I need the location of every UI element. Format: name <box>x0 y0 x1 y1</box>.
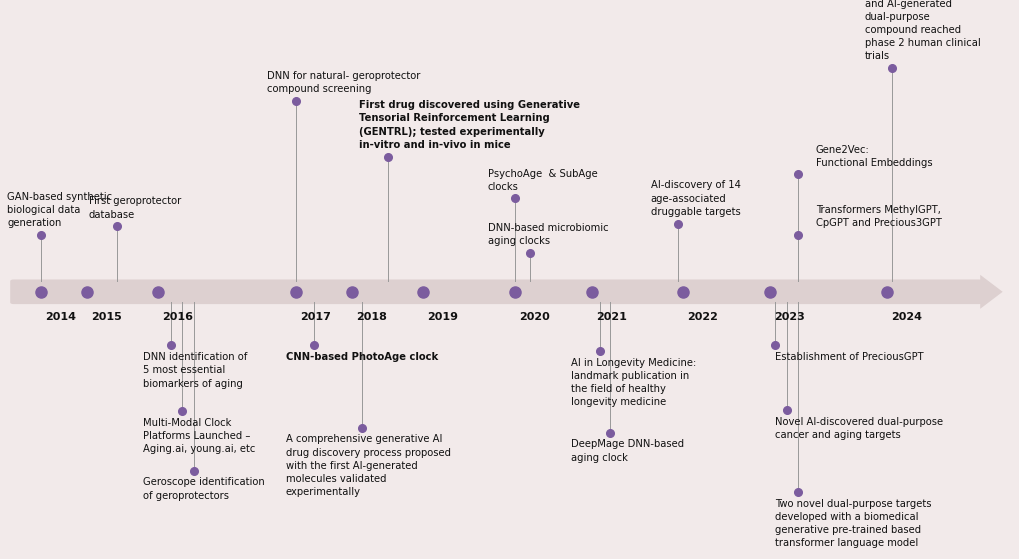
Text: DNN-based microbiomic
aging clocks: DNN-based microbiomic aging clocks <box>487 222 607 246</box>
Text: 2022: 2022 <box>687 312 717 323</box>
Text: 2017: 2017 <box>300 312 330 323</box>
Text: DNN for natural- geroprotector
compound screening: DNN for natural- geroprotector compound … <box>267 70 420 94</box>
Text: AI in Longevity Medicine:
landmark publication in
the field of healthy
longevity: AI in Longevity Medicine: landmark publi… <box>571 358 696 408</box>
Text: Gene2Vec:
Functional Embeddings: Gene2Vec: Functional Embeddings <box>815 144 931 168</box>
Text: Multi-Modal Clock
Platforms Launched –
Aging.ai, young.ai, etc: Multi-Modal Clock Platforms Launched – A… <box>143 418 255 454</box>
Text: TNIK targeting fully AI-
developed
and AI-generated
dual-purpose
compound reache: TNIK targeting fully AI- developed and A… <box>864 0 979 61</box>
Text: First geroprotector
database: First geroprotector database <box>89 196 180 220</box>
Text: 2020: 2020 <box>519 312 549 323</box>
Text: 2014: 2014 <box>45 312 75 323</box>
Text: AI-discovery of 14
age-associated
druggable targets: AI-discovery of 14 age-associated drugga… <box>650 181 740 217</box>
Text: First drug discovered using Generative
Tensorial Reinforcement Learning
(GENTRL): First drug discovered using Generative T… <box>359 100 580 150</box>
Text: Two novel dual-purpose targets
developed with a biomedical
generative pre-traine: Two novel dual-purpose targets developed… <box>774 499 930 548</box>
FancyBboxPatch shape <box>10 280 981 304</box>
Text: DNN identification of
5 most essential
biomarkers of aging: DNN identification of 5 most essential b… <box>143 352 247 389</box>
Text: GAN-based synthetic
biological data
generation: GAN-based synthetic biological data gene… <box>7 192 112 228</box>
Text: A comprehensive generative AI
drug discovery process proposed
with the first AI-: A comprehensive generative AI drug disco… <box>285 434 450 497</box>
Text: DeepMage DNN-based
aging clock: DeepMage DNN-based aging clock <box>571 439 684 463</box>
Text: Establishment of PreciousGPT: Establishment of PreciousGPT <box>774 352 923 362</box>
Text: Geroscope identification
of geroprotectors: Geroscope identification of geroprotecto… <box>143 477 264 501</box>
Text: Transformers MethylGPT,
CpGPT and Precious3GPT: Transformers MethylGPT, CpGPT and Precio… <box>815 205 941 228</box>
Text: Novel AI-discovered dual-purpose
cancer and aging targets: Novel AI-discovered dual-purpose cancer … <box>774 417 943 440</box>
Text: 2018: 2018 <box>356 312 386 323</box>
Text: 2019: 2019 <box>427 312 458 323</box>
Text: 2015: 2015 <box>91 312 121 323</box>
Text: 2016: 2016 <box>162 312 193 323</box>
FancyArrow shape <box>973 275 1002 309</box>
Text: 2023: 2023 <box>773 312 804 323</box>
Text: PsychoAge  & SubAge
clocks: PsychoAge & SubAge clocks <box>487 168 597 192</box>
Text: 2024: 2024 <box>891 312 921 323</box>
Text: 2021: 2021 <box>595 312 626 323</box>
Text: CNN-based PhotoAge clock: CNN-based PhotoAge clock <box>285 352 437 362</box>
